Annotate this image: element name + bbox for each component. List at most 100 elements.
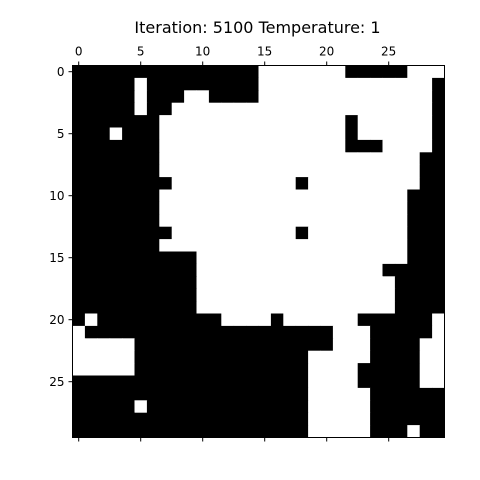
heatmap-cell	[432, 387, 445, 401]
heatmap-cell	[233, 263, 247, 277]
heatmap-cell	[332, 65, 346, 79]
heatmap-cell	[84, 189, 98, 203]
heatmap-cell	[382, 189, 396, 203]
heatmap-cell	[320, 127, 334, 141]
heatmap-cell	[407, 400, 421, 414]
heatmap-cell	[320, 189, 334, 203]
heatmap-cell	[370, 226, 383, 240]
heatmap-cell	[134, 363, 148, 376]
heatmap-cell	[320, 325, 334, 339]
heatmap-cell	[146, 400, 160, 414]
heatmap-cell	[370, 301, 383, 314]
heatmap-cell	[295, 239, 309, 252]
heatmap-cell	[258, 65, 272, 79]
heatmap-cell	[258, 425, 272, 438]
x-tick-label: 15	[257, 45, 272, 59]
heatmap-cell	[320, 201, 334, 215]
heatmap-cell	[320, 251, 334, 265]
plot-frame	[72, 65, 445, 438]
heatmap-cell	[320, 65, 334, 79]
heatmap-cell	[382, 350, 396, 364]
heatmap-cell	[332, 425, 346, 438]
x-tick-label: 20	[319, 45, 334, 59]
heatmap-cell	[146, 325, 160, 339]
heatmap-cell	[221, 412, 235, 426]
heatmap-cell	[221, 201, 235, 215]
heatmap-cell	[208, 65, 222, 79]
heatmap-cell	[84, 251, 98, 265]
heatmap-cell	[97, 313, 111, 327]
heatmap-cell	[270, 313, 284, 327]
heatmap-cell	[184, 239, 197, 252]
heatmap-cell	[84, 375, 98, 389]
heatmap-cell	[233, 251, 247, 265]
heatmap-cell	[246, 375, 259, 389]
heatmap-cell	[221, 301, 235, 314]
heatmap-cell	[345, 288, 359, 302]
heatmap-cell	[407, 313, 421, 327]
heatmap-cell	[320, 90, 334, 104]
heatmap-cell	[332, 288, 346, 302]
heatmap-cell	[208, 400, 222, 414]
heatmap-cell	[357, 375, 371, 389]
heatmap-cell	[432, 189, 445, 203]
heatmap-cell	[159, 239, 173, 252]
heatmap-cell	[345, 276, 359, 290]
heatmap-cell	[134, 226, 148, 240]
heatmap-cell	[171, 214, 185, 228]
heatmap-cell	[171, 77, 185, 91]
heatmap-cell	[97, 387, 111, 401]
heatmap-cell	[394, 350, 408, 364]
heatmap-cell	[171, 425, 185, 438]
x-tick-label: 25	[381, 45, 396, 59]
heatmap-cell	[357, 239, 371, 252]
heatmap-cell	[419, 189, 433, 203]
heatmap-cell	[184, 350, 197, 364]
heatmap-cell	[97, 301, 111, 314]
heatmap-cell	[171, 189, 185, 203]
heatmap-cell	[382, 164, 396, 178]
heatmap-cell	[122, 201, 135, 215]
heatmap-cell	[394, 90, 408, 104]
heatmap-cell	[283, 387, 297, 401]
heatmap-cell	[208, 201, 222, 215]
heatmap-cell	[419, 102, 433, 116]
heatmap-cell	[370, 164, 383, 178]
heatmap-cell	[184, 363, 197, 376]
heatmap-cell	[270, 263, 284, 277]
heatmap-cell	[295, 387, 309, 401]
heatmap-cell	[184, 214, 197, 228]
heatmap-cell	[184, 288, 197, 302]
heatmap-cell	[345, 77, 359, 91]
heatmap-cell	[146, 139, 160, 153]
heatmap-cell	[394, 325, 408, 339]
heatmap-cell	[320, 412, 334, 426]
heatmap-cell	[196, 251, 210, 265]
heatmap-cell	[394, 115, 408, 128]
heatmap-cell	[258, 301, 272, 314]
heatmap-cell	[382, 276, 396, 290]
heatmap-cell	[84, 127, 98, 141]
heatmap-cell	[320, 400, 334, 414]
heatmap-cell	[407, 102, 421, 116]
heatmap-cell	[159, 164, 173, 178]
heatmap-cell	[246, 214, 259, 228]
heatmap-cell	[357, 412, 371, 426]
heatmap-cell	[159, 412, 173, 426]
heatmap-cell	[407, 325, 421, 339]
heatmap-cell	[270, 115, 284, 128]
heatmap-cell	[184, 177, 197, 190]
heatmap-cell	[332, 115, 346, 128]
heatmap-cell	[407, 164, 421, 178]
heatmap-cell	[184, 77, 197, 91]
y-tick-label: 25	[49, 375, 64, 389]
heatmap-cell	[332, 412, 346, 426]
heatmap-cell	[221, 115, 235, 128]
heatmap-cell	[332, 239, 346, 252]
heatmap-cell	[196, 239, 210, 252]
heatmap-cell	[308, 313, 321, 327]
heatmap-cell	[283, 189, 297, 203]
heatmap-cell	[221, 177, 235, 190]
heatmap-cell	[308, 164, 321, 178]
heatmap-cell	[246, 313, 259, 327]
